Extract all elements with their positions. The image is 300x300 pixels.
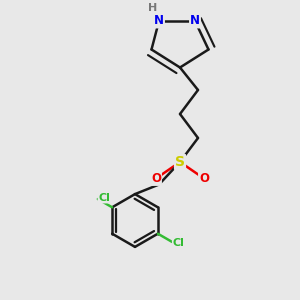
Text: O: O (151, 172, 161, 185)
Text: O: O (199, 172, 209, 185)
Text: N: N (190, 14, 200, 28)
Text: Cl: Cl (98, 193, 110, 202)
Text: Cl: Cl (173, 238, 185, 248)
Text: N: N (154, 14, 164, 28)
Text: S: S (175, 155, 185, 169)
Text: H: H (148, 3, 158, 14)
